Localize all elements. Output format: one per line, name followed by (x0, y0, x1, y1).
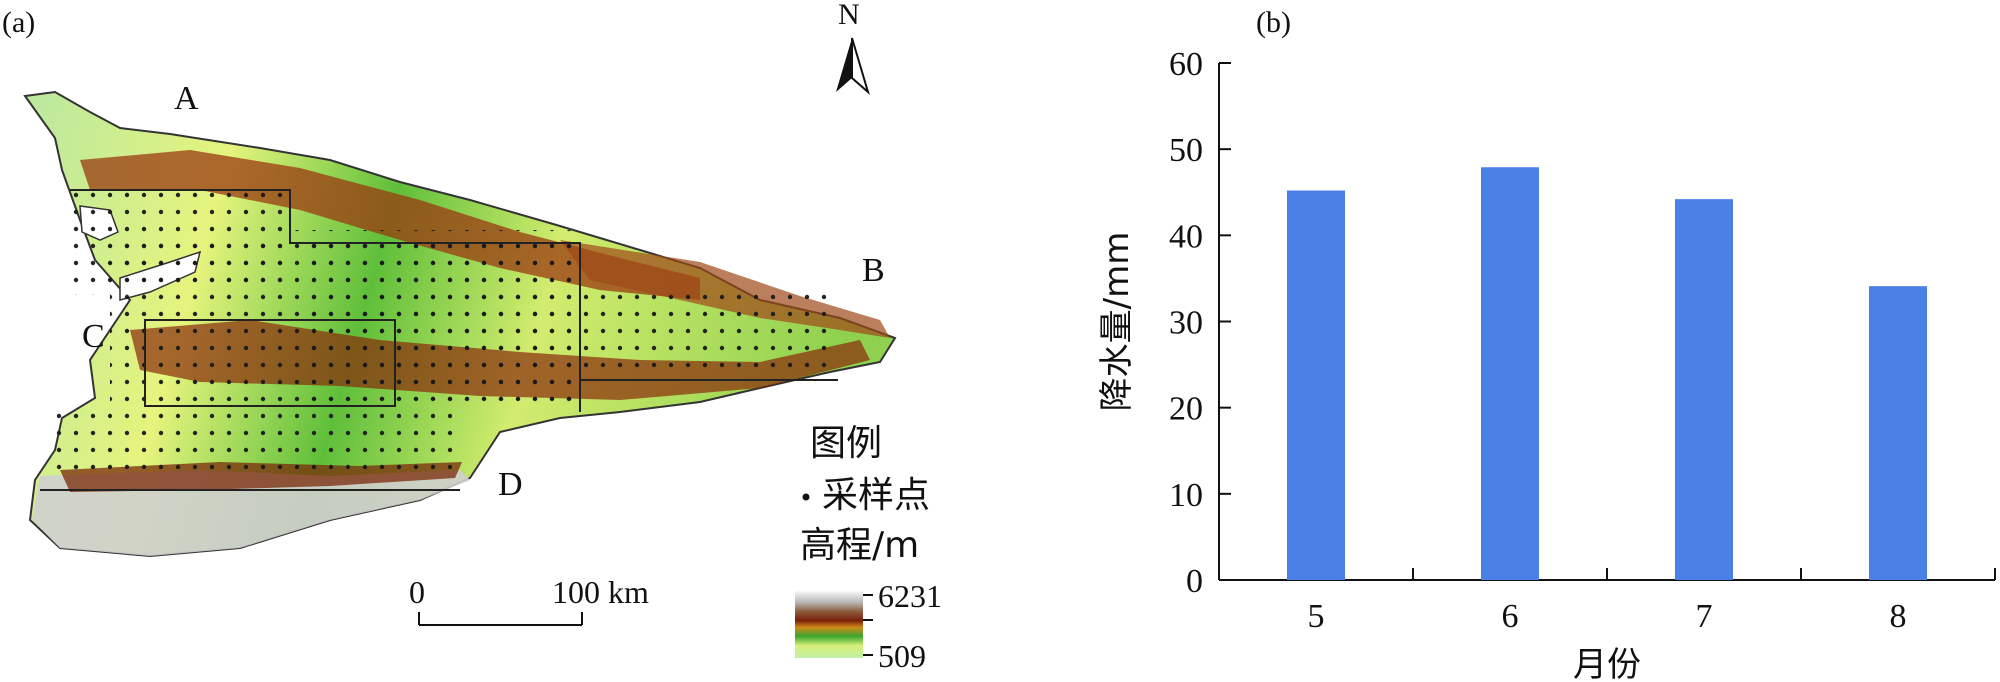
sub-region-outlines (40, 189, 838, 491)
region-label-d: D (498, 466, 523, 503)
legend-title: 图例 (810, 423, 883, 464)
legend-elevation-title: 高程/m (800, 525, 920, 566)
x-tick-label: 6 (1502, 598, 1519, 635)
elevation-min-label: 509 (878, 638, 926, 674)
x-tick-label: 8 (1890, 598, 1907, 635)
y-tick-label: 30 (1169, 305, 1203, 342)
y-tick-label: 0 (1186, 563, 1203, 600)
y-tick-label: 60 (1169, 46, 1203, 83)
north-arrow-icon (836, 37, 870, 96)
scale-bar-line (418, 612, 583, 626)
bar-month-8 (1869, 286, 1927, 580)
legend-sample-point-marker (802, 493, 810, 501)
chart-panel-label: (b) (1256, 6, 1291, 39)
x-tick-label: 7 (1696, 598, 1713, 635)
bar-month-6 (1481, 167, 1539, 581)
scale-bar-end-label: 100 km (552, 574, 649, 610)
elevation-color-bar (795, 590, 873, 658)
y-tick-label: 50 (1169, 132, 1203, 169)
bar-month-5 (1287, 190, 1345, 580)
elevation-max-label: 6231 (878, 578, 942, 614)
bar-month-7 (1675, 199, 1733, 581)
x-axis-title: 月份 (1573, 645, 1641, 682)
y-axis-title: 降水量/mm (1097, 232, 1137, 412)
region-label-b: B (862, 252, 885, 289)
y-tick-label: 10 (1169, 477, 1203, 514)
legend-sample-points-label: 采样点 (822, 475, 931, 516)
scale-bar-start-label: 0 (409, 574, 425, 610)
region-label-a: A (174, 80, 199, 117)
north-label: N (838, 0, 860, 31)
y-tick-label: 40 (1169, 218, 1203, 255)
map-panel-label: (a) (2, 6, 36, 39)
x-tick-label: 5 (1308, 598, 1325, 635)
region-label-c: C (82, 318, 105, 355)
y-tick-label: 20 (1169, 391, 1203, 428)
